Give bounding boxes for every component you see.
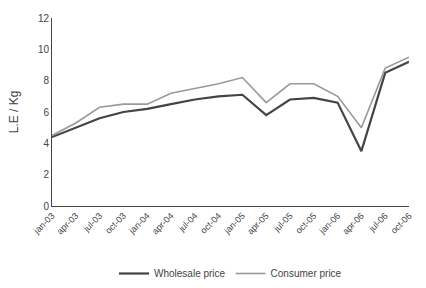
svg-text:apr-05: apr-05 [245,211,270,236]
svg-text:4: 4 [43,138,49,149]
svg-text:L.E / Kg: L.E / Kg [7,91,21,134]
svg-text:oct-03: oct-03 [103,211,128,236]
svg-text:Consumer price: Consumer price [271,268,342,279]
svg-text:oct-04: oct-04 [198,211,223,236]
svg-text:jan-04: jan-04 [126,211,151,236]
svg-text:6: 6 [43,107,49,118]
svg-text:apr-06: apr-06 [341,211,366,236]
svg-text:jan-03: jan-03 [31,211,56,236]
svg-text:10: 10 [38,44,50,55]
svg-text:jan-06: jan-06 [317,211,342,236]
svg-text:jul-05: jul-05 [271,211,294,234]
svg-text:oct-05: oct-05 [294,211,319,236]
svg-text:apr-03: apr-03 [55,211,80,236]
svg-text:8: 8 [43,75,49,86]
svg-text:2: 2 [43,169,49,180]
svg-text:jul-06: jul-06 [366,211,389,234]
svg-text:oct-06: oct-06 [389,211,414,236]
svg-text:jul-04: jul-04 [176,211,199,234]
svg-text:apr-04: apr-04 [150,211,175,236]
svg-text:Wholesale price: Wholesale price [154,268,226,279]
svg-text:12: 12 [38,13,50,24]
svg-text:jan-05: jan-05 [222,211,247,236]
svg-text:jul-03: jul-03 [81,211,104,234]
svg-text:0: 0 [43,201,49,212]
